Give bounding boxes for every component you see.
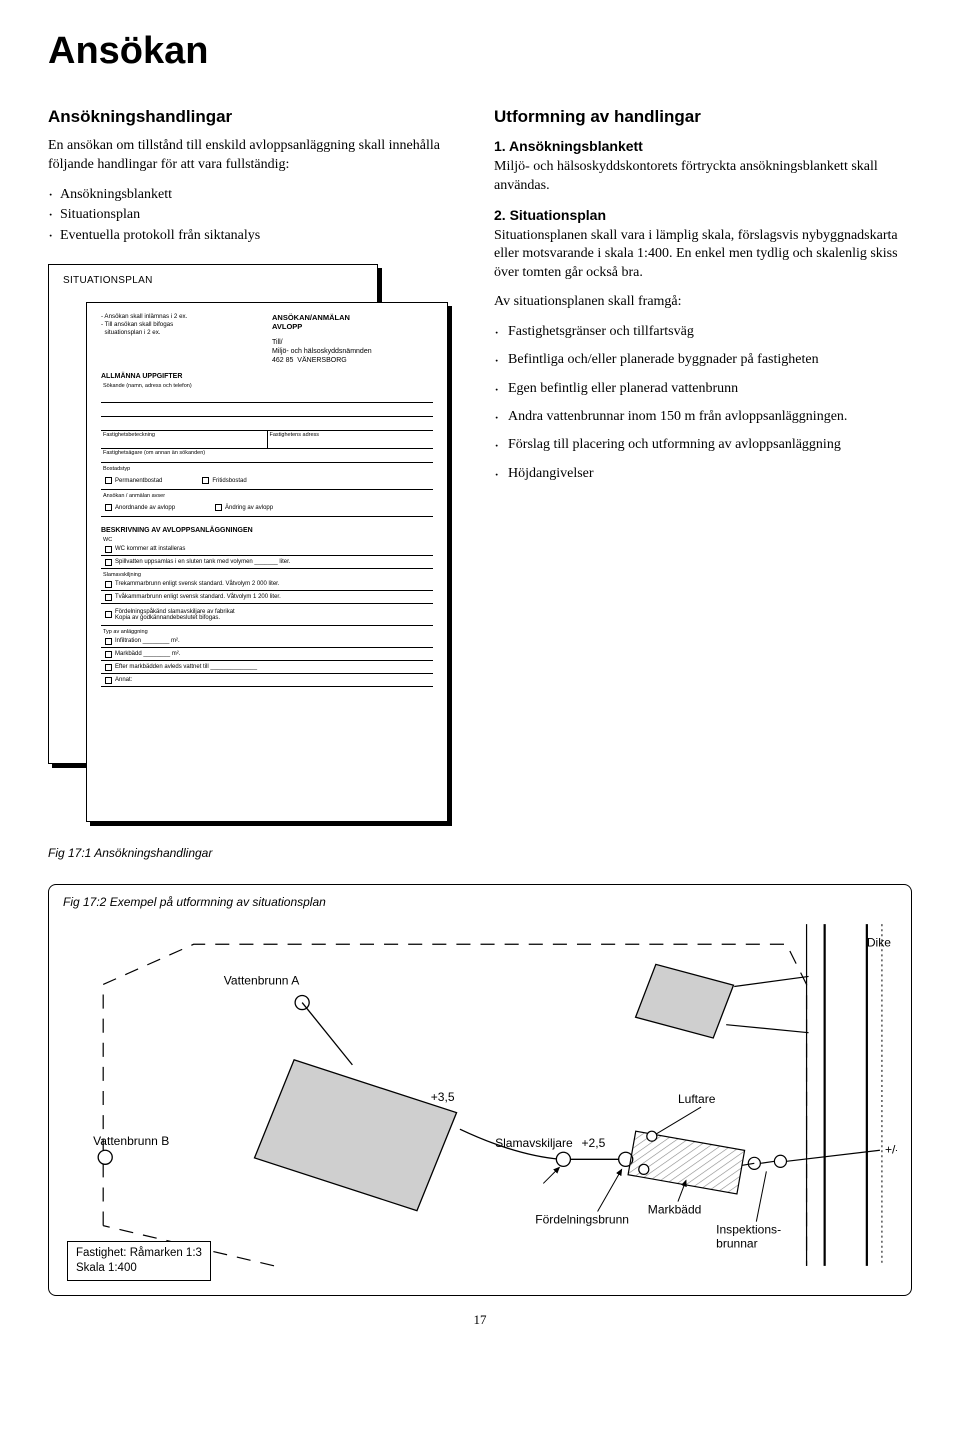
checkbox-tre: Trekammarbrunn enligt svensk standard. V… [105,581,280,588]
label-brunn-b: Vattenbrunn B [93,1134,169,1148]
form-label: WC [101,536,433,543]
label-slam: Slamavskiljare [495,1136,573,1150]
right-heading: Utformning av handlingar [494,107,912,127]
checkbox-wc: WC kommer att installeras [105,546,185,553]
form-back-label: SITUATIONSPLAN [63,275,153,286]
right-bullets: Fastighetsgränser och tillfartsväg Befin… [494,322,912,484]
right-bullet: Egen befintlig eller planerad vattenbrun… [494,379,912,399]
fig1-caption: Fig 17:1 Ansökningshandlingar [48,846,458,860]
checkbox-andring: Ändring av avlopp [215,504,273,511]
checkbox-anord: Anordnande av avlopp [105,504,175,511]
form-label: Sökande (namn, adress och telefon) [101,382,433,389]
property-line1: Fastighet: Råmarken 1:3 [76,1246,202,1261]
right-bullet: Förslag till placering och utformning av… [494,435,912,455]
checkbox-tva: Tvåkammarbrunn enligt svensk standard. V… [105,594,281,601]
form-figure: SITUATIONSPLAN - Ansökan skall inlämnas … [48,264,458,834]
right-bullet: Befintliga och/eller planerade byggnader… [494,350,912,370]
situationsplan-figure: Fig 17:2 Exempel på utformning av situat… [48,884,912,1296]
p1-body: Miljö- och hälsoskyddskontorets förtryck… [494,159,878,193]
label-fordeln: Fördelningsbrunn [535,1212,629,1226]
two-column-layout: Ansökningshandlingar En ansökan om tills… [48,107,912,860]
form-label: Typ av anläggning [101,628,433,635]
p3: Av situationsplanen skall framgå: [494,293,912,312]
label-luftare: Luftare [678,1092,716,1106]
left-bullets: Ansökningsblankett Situationsplan Eventu… [48,185,458,246]
form-header-title: ANSÖKAN/ANMÄLANAVLOPP [272,313,433,333]
left-bullet: Situationsplan [48,205,458,225]
left-heading: Ansökningshandlingar [48,107,458,127]
p2-body: Situationsplanen skall vara i lämplig sk… [494,228,898,281]
form-label: Slamavskiljning [101,571,433,578]
checkbox-infil: Infiltration ________ m². [105,638,180,645]
right-bullet: Höjdangivelser [494,464,912,484]
p2-lead: 2. Situationsplan [494,207,606,223]
situationsplan-svg: Dike Vattenbrunn A +3,5 Vattenbrunn B Sl… [63,915,897,1275]
checkbox-frit: Fritidsbostad [202,477,246,484]
right-bullet: Fastighetsgränser och tillfartsväg [494,322,912,342]
checkbox-efter: Efter markbädden avleds vattnet till ___… [105,664,257,671]
form-section-beskr: BESKRIVNING AV AVLOPPSANLÄGGNINGEN [101,527,433,534]
left-bullet: Ansökningsblankett [48,185,458,205]
checkbox-annat: Annat: [105,677,132,684]
form-label: Ansökan / anmälan avser [101,492,433,499]
left-column: Ansökningshandlingar En ansökan om tills… [48,107,458,860]
form-header-to: Till/Miljö- och hälsoskyddsnämnden462 85… [272,338,433,365]
page-title: Ansökan [48,30,912,73]
checkbox-spill: Spillvatten uppsamlas i en sluten tank m… [105,559,290,566]
label-zero: +/- 0 [885,1142,897,1156]
property-box: Fastighet: Råmarken 1:3 Skala 1:400 [67,1241,211,1281]
form-header-left: - Ansökan skall inlämnas i 2 ex.- Till a… [101,313,262,366]
label-h35: +3,5 [431,1090,455,1104]
left-bullet: Eventuella protokoll från siktanalys [48,226,458,246]
form-label: Fastighetsägare (om annan än sökanden) [101,449,433,456]
form-label: Fastighetens adress [268,431,434,438]
form-header-right: ANSÖKAN/ANMÄLANAVLOPP Till/Miljö- och hä… [272,313,433,366]
label-brunn-a: Vattenbrunn A [224,973,300,987]
checkbox-fabr: Fördelningspåkänd slamavskiljare av fabr… [105,609,235,621]
right-bullet: Andra vattenbrunnar inom 150 m från avlo… [494,407,912,427]
form-front: - Ansökan skall inlämnas i 2 ex.- Till a… [86,302,448,822]
checkbox-mark: Markbädd ________ m². [105,651,180,658]
left-intro: En ansökan om tillstånd till enskild avl… [48,137,458,175]
form-label: Bostadstyp [101,465,433,472]
label-dike: Dike [867,935,891,949]
fig2-caption: Fig 17:2 Exempel på utformning av situat… [63,895,897,909]
p2: 2. Situationsplan Situationsplanen skall… [494,206,912,284]
label-markbadd: Markbädd [648,1202,702,1216]
p1: 1. Ansökningsblankett Miljö- och hälsosk… [494,137,912,196]
p1-lead: 1. Ansökningsblankett [494,138,643,154]
checkbox-perm: Permanentbostad [105,477,162,484]
page-number: 17 [48,1312,912,1328]
label-inspekt: Inspektions- brunnar [716,1222,784,1250]
label-h25: +2,5 [581,1136,605,1150]
property-line2: Skala 1:400 [76,1261,202,1276]
form-section-allm: ALLMÄNNA UPPGIFTER [101,373,433,380]
right-column: Utformning av handlingar 1. Ansökningsbl… [494,107,912,860]
form-label: Fastighetsbeteckning [101,431,267,438]
